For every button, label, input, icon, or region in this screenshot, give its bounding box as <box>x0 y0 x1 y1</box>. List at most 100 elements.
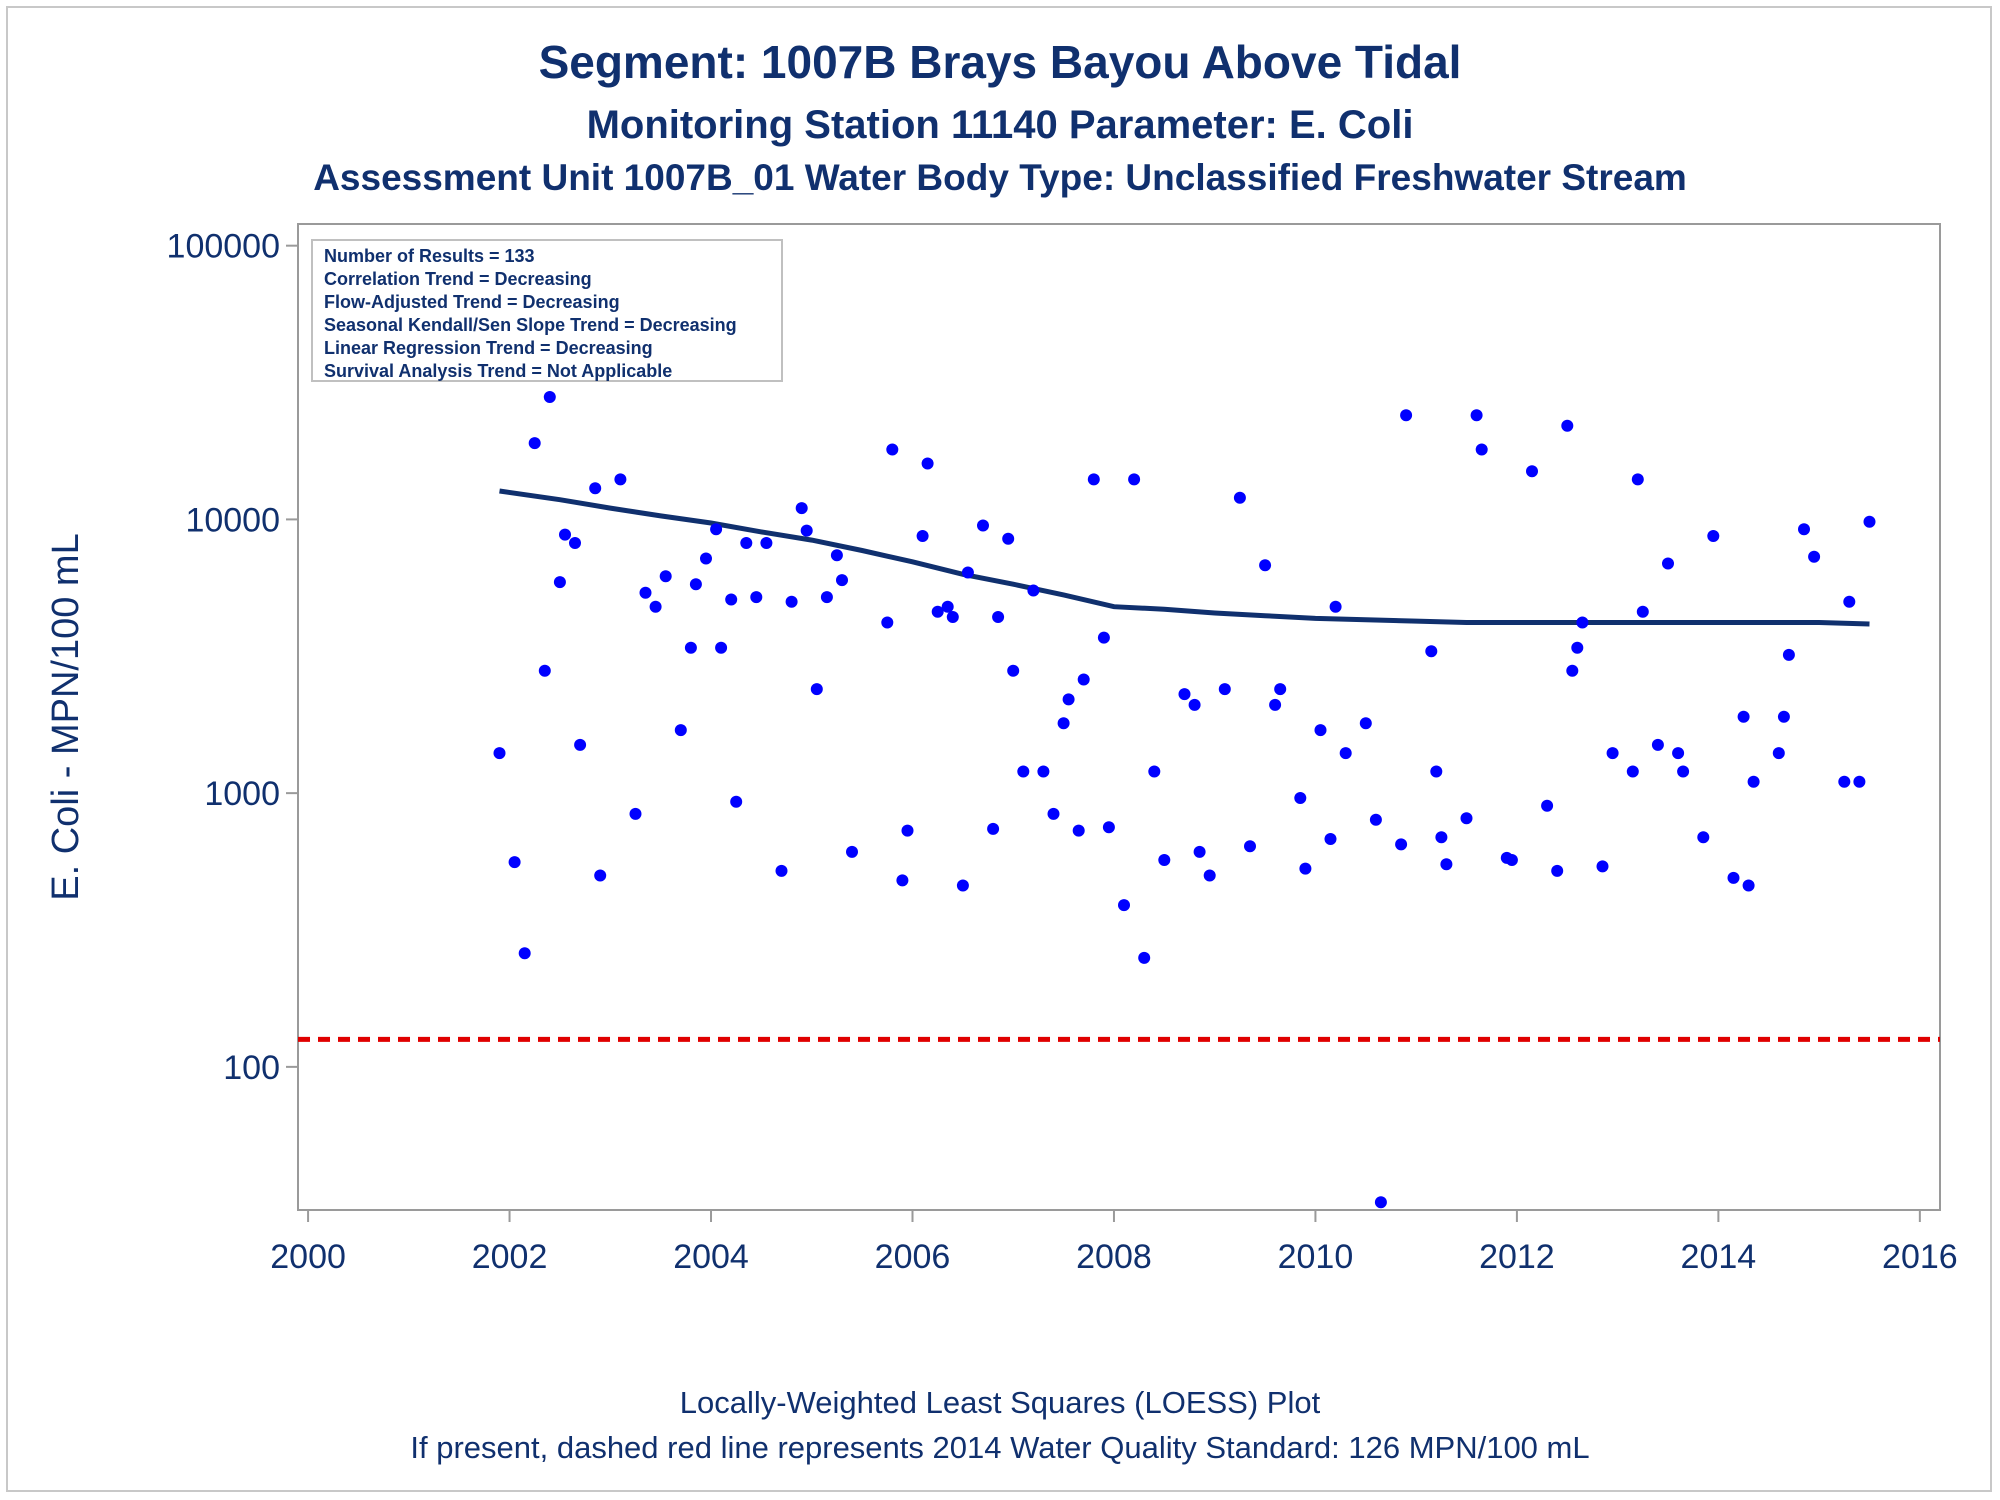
data-point <box>1838 775 1851 788</box>
data-point <box>594 869 607 882</box>
data-point <box>1606 747 1619 760</box>
data-point <box>1047 807 1060 820</box>
loess-trend-line <box>499 488 1870 627</box>
data-point <box>961 566 974 579</box>
data-point <box>1027 584 1040 597</box>
data-point <box>881 616 894 629</box>
data-point <box>1505 854 1518 866</box>
data-point <box>689 578 702 591</box>
data-point <box>1329 600 1342 613</box>
data-point <box>1037 765 1050 778</box>
data-point <box>1077 673 1090 686</box>
data-point <box>992 611 1005 623</box>
data-point <box>1148 765 1161 778</box>
x-tick-label: 2008 <box>1076 1238 1152 1276</box>
data-point <box>896 874 909 887</box>
x-tick-label: 2000 <box>270 1238 346 1276</box>
data-point <box>1777 710 1790 723</box>
data-point <box>629 807 642 820</box>
data-point <box>1677 765 1690 778</box>
data-point <box>1193 845 1206 858</box>
data-point <box>1571 641 1584 654</box>
data-point <box>1430 765 1443 778</box>
data-point <box>1435 831 1448 844</box>
y-tick-label: 100 <box>223 1049 280 1087</box>
data-point <box>810 683 823 696</box>
data-point <box>538 664 551 677</box>
info-box-line: Survival Analysis Trend = Not Applicable <box>324 361 672 381</box>
data-point <box>956 879 969 892</box>
footnote-loess: Locally-Weighted Least Squares (LOESS) P… <box>680 1385 1321 1420</box>
data-point <box>846 845 858 858</box>
data-point <box>775 864 788 877</box>
data-point <box>1057 717 1070 730</box>
data-point <box>1002 532 1015 545</box>
data-point <box>1798 523 1810 536</box>
data-point <box>1269 698 1282 711</box>
data-point <box>1526 465 1538 478</box>
y-tick-label: 10000 <box>185 501 280 539</box>
data-point <box>836 574 848 587</box>
data-point <box>1294 792 1307 804</box>
y-axis-label: E. Coli - MPN/100 mL <box>45 533 87 900</box>
data-point <box>1425 645 1438 658</box>
data-point <box>574 738 587 751</box>
data-point <box>1541 799 1554 812</box>
data-point <box>987 822 1000 835</box>
data-point <box>1128 473 1141 486</box>
data-point <box>649 600 662 613</box>
data-point <box>589 482 602 495</box>
x-tick-label: 2012 <box>1479 1238 1555 1276</box>
data-point <box>700 552 712 565</box>
data-point <box>1747 775 1760 788</box>
footnote-standard: If present, dashed red line represents 2… <box>410 1430 1589 1465</box>
data-point <box>1097 631 1110 644</box>
data-point <box>493 747 506 760</box>
data-point <box>820 591 833 604</box>
data-point <box>1274 683 1287 696</box>
data-point <box>1314 724 1327 737</box>
chart-subtitle: Monitoring Station 11140 Parameter: E. C… <box>587 103 1414 147</box>
data-point <box>946 611 959 623</box>
data-point <box>684 641 697 654</box>
data-point <box>1440 858 1453 871</box>
data-point <box>750 591 763 604</box>
info-box-line: Linear Regression Trend = Decreasing <box>324 338 653 358</box>
data-point <box>1672 747 1685 760</box>
data-point <box>916 530 929 542</box>
x-axis: 2000 2002 2004 2006 2008 2010 2012 2014 2016 <box>270 1210 1958 1276</box>
data-point <box>508 856 521 869</box>
data-point <box>1470 409 1483 422</box>
data-point <box>639 586 652 599</box>
data-point <box>528 437 541 450</box>
info-box-line: Seasonal Kendall/Sen Slope Trend = Decre… <box>324 315 737 335</box>
data-point <box>785 595 798 608</box>
data-point <box>1772 747 1785 760</box>
data-point <box>1017 765 1030 778</box>
data-point <box>1072 824 1085 837</box>
data-point <box>710 523 723 536</box>
data-point <box>1460 812 1473 825</box>
x-tick-label: 2004 <box>673 1238 749 1276</box>
x-tick-label: 2014 <box>1681 1238 1757 1276</box>
info-box-line: Flow-Adjusted Trend = Decreasing <box>324 292 620 312</box>
trend-info-box: Number of Results = 133 Correlation Trend… <box>311 239 783 382</box>
data-point <box>1203 869 1216 882</box>
x-tick-label: 2002 <box>472 1238 548 1276</box>
data-point <box>1561 419 1574 432</box>
data-point <box>800 524 813 537</box>
data-points <box>493 242 1876 1209</box>
data-point <box>1359 717 1372 730</box>
chart-title: Segment: 1007B Brays Bayou Above Tidal <box>539 36 1462 88</box>
data-point <box>1651 738 1664 751</box>
data-point <box>1843 595 1856 608</box>
data-point <box>1395 838 1408 851</box>
data-point <box>1244 840 1256 853</box>
data-point <box>830 549 843 562</box>
data-point <box>674 724 687 737</box>
chart-frame <box>6 6 1992 1492</box>
data-point <box>569 537 581 549</box>
info-box-line: Correlation Trend = Decreasing <box>324 269 592 289</box>
data-point <box>659 570 672 583</box>
